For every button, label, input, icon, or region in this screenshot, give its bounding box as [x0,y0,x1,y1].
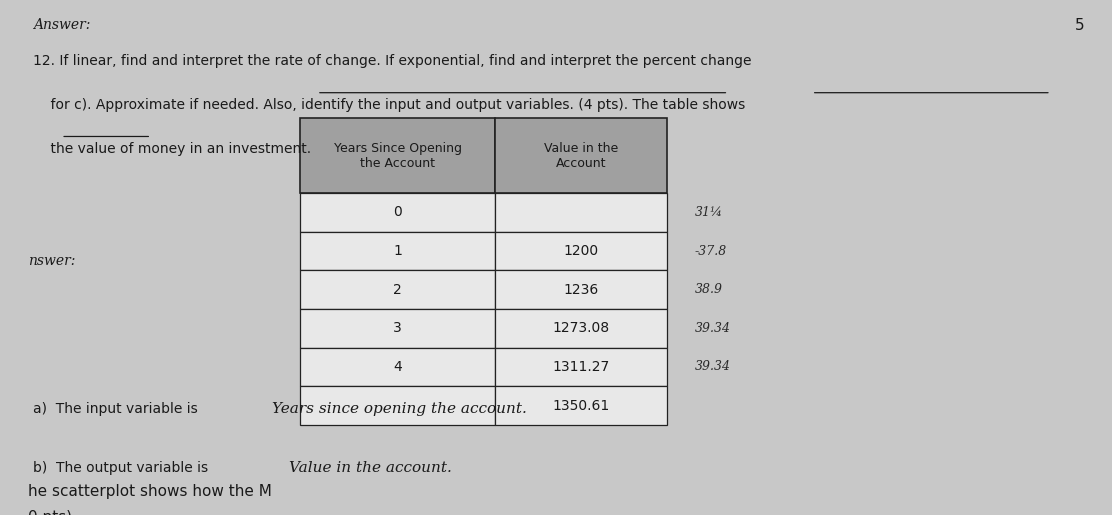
Text: a)  The input variable is: a) The input variable is [33,402,207,416]
Bar [300,386,495,425]
Text: Years Since Opening
the Account: Years Since Opening the Account [334,142,461,170]
Bar [300,193,495,232]
Text: for c). Approximate if needed. Also, identify the input and output variables. (4: for c). Approximate if needed. Also, ide… [33,98,746,112]
Bar [300,270,495,309]
Text: 31¼: 31¼ [695,206,723,219]
Bar [300,309,495,348]
Text: 1273.08: 1273.08 [553,321,609,335]
Text: 1311.27: 1311.27 [553,360,609,374]
Text: 2: 2 [394,283,401,297]
Bar [495,386,667,425]
Bar [300,348,495,386]
Text: 1350.61: 1350.61 [553,399,609,413]
Text: 1200: 1200 [564,244,598,258]
Text: Value in the account.: Value in the account. [289,461,451,475]
Bar [495,193,667,232]
Text: 1: 1 [394,244,401,258]
Text: -37.8: -37.8 [695,245,727,258]
Text: Value in the
Account: Value in the Account [544,142,618,170]
Text: 39.34: 39.34 [695,360,731,373]
Text: 1236: 1236 [564,283,598,297]
Text: 3: 3 [394,321,401,335]
Text: Answer:: Answer: [33,18,91,32]
Text: he scatterplot shows how the M: he scatterplot shows how the M [28,484,271,499]
Text: 12. If linear, find and interpret the rate of change. If exponential, find and i: 12. If linear, find and interpret the ra… [33,54,752,68]
Bar [495,118,667,193]
Bar [495,348,667,386]
Bar [300,118,495,193]
Bar [495,309,667,348]
Text: 4: 4 [394,360,401,374]
Bar [495,232,667,270]
Bar [300,232,495,270]
Text: nswer:: nswer: [28,254,76,268]
Text: Years since opening the account.: Years since opening the account. [272,402,527,416]
Text: 5: 5 [1074,18,1084,33]
Text: the value of money in an investment.: the value of money in an investment. [33,142,311,156]
Text: b)  The output variable is: b) The output variable is [33,461,217,475]
Text: 0: 0 [394,205,401,219]
Bar [495,270,667,309]
Text: 39.34: 39.34 [695,322,731,335]
Text: 0 pts): 0 pts) [28,510,72,515]
Text: 38.9: 38.9 [695,283,723,296]
